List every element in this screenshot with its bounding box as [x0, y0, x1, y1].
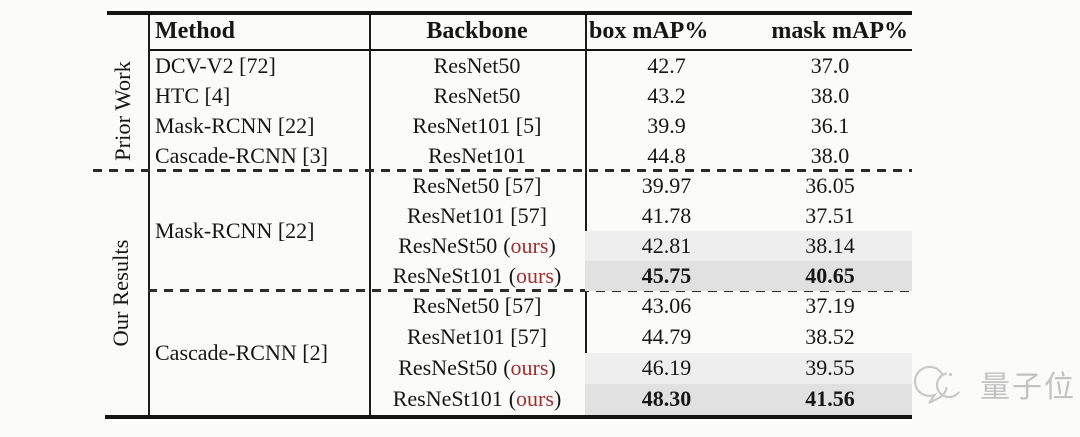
backbone-cell: ResNet50 [57] — [412, 293, 542, 318]
rule-header — [148, 48, 912, 51]
mask-map-cell: 39.55 — [748, 352, 912, 384]
box-map-cell: 42.81 — [585, 230, 748, 261]
mask-map-cell: 37.51 — [805, 202, 855, 228]
section-prior-work: DCV-V2 [72] ResNet50 42.7 37.0 HTC [4] R… — [95, 51, 912, 171]
mask-map-cell: 41.56 — [748, 383, 912, 415]
box-map-cell: 44.79 — [641, 324, 692, 349]
mask-map-cell: 37.19 — [805, 293, 855, 318]
mask-map-cell: 40.65 — [748, 260, 912, 291]
method-cell: DCV-V2 [72] — [155, 52, 276, 78]
mask-map-cell: 37.0 — [810, 52, 850, 78]
rule-bottom — [105, 414, 912, 419]
box-map-cell: 39.97 — [641, 172, 692, 198]
section-mask-rcnn-ours: Mask-RCNN [22] ResNet50 [57] 39.97 36.05… — [95, 171, 912, 291]
mask-map-cell: 38.52 — [805, 324, 855, 349]
header-mask-map: mask mAP% — [771, 18, 908, 44]
method-cell: Cascade-RCNN [2] — [155, 339, 328, 365]
backbone-cell: ResNet101 [57] — [407, 202, 547, 228]
box-map-cell: 42.7 — [647, 52, 686, 78]
watermark-text: 量子位 — [980, 370, 1076, 405]
mask-map-cell: 36.05 — [805, 172, 855, 198]
backbone-cell: ResNet50 — [433, 52, 521, 78]
box-map-cell: 46.19 — [585, 352, 748, 384]
mask-map-cell: 38.0 — [810, 142, 850, 168]
results-table: Prior Work Our Results Method Backbone b… — [93, 11, 912, 419]
backbone-cell: ResNet101 [5] — [412, 112, 542, 138]
table-header-row: Method Backbone box mAP% mask mAP% — [95, 15, 912, 49]
box-map-cell: 41.78 — [641, 202, 692, 228]
column-divider-method — [369, 14, 371, 415]
mask-map-cell: 36.1 — [810, 112, 850, 138]
backbone-cell: ResNeSt101 (ours) — [392, 262, 562, 288]
column-divider-backbone — [585, 14, 587, 415]
box-map-cell: 44.8 — [647, 142, 686, 168]
method-cell: Cascade-RCNN [3] — [155, 142, 328, 168]
section-cascade-rcnn-ours: Cascade-RCNN [2] ResNet50 [57] 43.06 37.… — [95, 291, 912, 415]
box-map-cell: 45.75 — [585, 260, 748, 291]
qbitai-bubbles-icon — [913, 365, 960, 404]
header-method: Method — [155, 18, 235, 44]
mask-map-cell: 38.14 — [748, 230, 912, 261]
header-box-map: box mAP% — [589, 18, 709, 44]
backbone-cell: ResNet101 — [428, 142, 526, 168]
backbone-cell: ResNet101 [57] — [407, 324, 547, 349]
box-map-cell: 43.06 — [641, 293, 692, 318]
method-cell: Mask-RCNN [22] — [155, 217, 315, 243]
dashed-divider-mask-rcnn — [148, 289, 912, 292]
box-map-cell: 39.9 — [647, 112, 686, 138]
backbone-cell: ResNet50 — [433, 82, 521, 108]
backbone-cell: ResNeSt50 (ours) — [398, 355, 556, 380]
ours-tag: (ours) — [503, 355, 556, 380]
box-map-cell: 48.30 — [585, 383, 748, 415]
dashed-divider-prior-work — [93, 169, 912, 172]
watermark: 量子位 — [913, 360, 1076, 408]
rule-top — [107, 11, 912, 15]
backbone-cell: ResNeSt101 (ours) — [392, 386, 562, 411]
header-map-columns: box mAP% mask mAP% — [585, 18, 912, 45]
ours-tag: (ours) — [508, 386, 562, 411]
backbone-cell: ResNet50 [57] — [412, 172, 542, 198]
mask-map-cell: 38.0 — [810, 82, 850, 108]
ours-tag: (ours) — [508, 262, 562, 288]
method-cell: HTC [4] — [155, 82, 231, 108]
method-cell: Mask-RCNN [22] — [155, 112, 315, 138]
box-map-cell: 43.2 — [647, 82, 686, 108]
header-backbone: Backbone — [426, 18, 528, 44]
column-divider-groups — [148, 14, 150, 415]
ours-tag: (ours) — [503, 232, 556, 258]
backbone-cell: ResNeSt50 (ours) — [398, 232, 556, 258]
